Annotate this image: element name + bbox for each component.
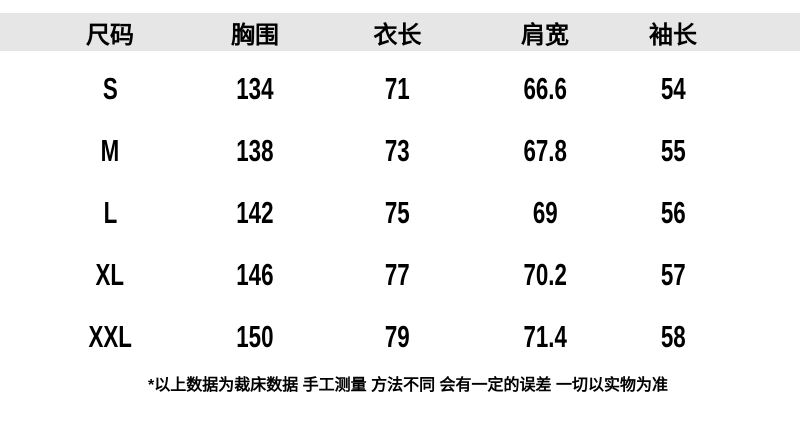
shoulder-value: 67.8 (523, 133, 567, 168)
size-value: L (103, 195, 117, 230)
header-cell-size: 尺码 (86, 21, 134, 49)
shoulder-value: 70.2 (523, 257, 567, 292)
size-value: XL (95, 257, 125, 292)
length-value: 71 (385, 71, 410, 106)
cell-sleeve: 56 (622, 182, 724, 244)
cell-shoulder: 70.2 (468, 244, 622, 306)
length-value: 75 (385, 195, 410, 230)
table-row-l: L 142 75 69 56 (37, 182, 724, 244)
cell-length: 73 (327, 120, 468, 182)
size-value: S (102, 71, 118, 106)
cell-chest: 142 (183, 182, 327, 244)
shoulder-value: 66.6 (523, 71, 567, 106)
cell-length: 75 (327, 182, 468, 244)
shoulder-value: 69 (532, 195, 558, 230)
length-value: 73 (385, 133, 410, 168)
cell-chest: 150 (183, 306, 327, 368)
cell-shoulder: 66.6 (468, 51, 622, 120)
cell-chest: 146 (183, 244, 327, 306)
size-value: M (100, 133, 120, 168)
cell-chest: 134 (183, 51, 327, 120)
measurement-disclaimer: *以上数据为裁床数据 手工测量 方法不同 会有一定的误差 一切以实物为准 (147, 377, 668, 394)
cell-shoulder: 71.4 (468, 306, 622, 368)
cell-size: XXL (37, 306, 183, 368)
table-row-m: M 138 73 67.8 55 (37, 120, 724, 182)
chest-value: 146 (236, 257, 274, 292)
cell-size: M (37, 120, 183, 182)
cell-chest: 138 (183, 120, 327, 182)
cell-sleeve: 54 (622, 51, 724, 120)
cell-size: S (37, 51, 183, 120)
chest-value: 142 (236, 195, 274, 230)
table-header-band (0, 13, 800, 51)
table-row-s: S 134 71 66.6 54 (37, 51, 724, 120)
chest-value: 138 (236, 133, 274, 168)
table-row-xxl: XXL 150 79 71.4 58 (37, 306, 724, 368)
header-cell-shoulder: 肩宽 (521, 21, 569, 49)
cell-sleeve: 57 (622, 244, 724, 306)
shoulder-value: 71.4 (523, 319, 567, 354)
header-cell-sleeve: 袖长 (649, 21, 697, 49)
chest-value: 134 (236, 71, 274, 106)
sleeve-value: 54 (660, 71, 686, 106)
table-header-row: 尺码 胸围 衣长 肩宽 袖长 (37, 13, 724, 51)
cell-length: 71 (327, 51, 468, 120)
sleeve-value: 58 (660, 319, 686, 354)
length-value: 77 (385, 257, 410, 292)
size-table: 尺码 胸围 衣长 肩宽 袖长 S 134 71 66.6 54 M 138 73… (37, 13, 724, 368)
sleeve-value: 57 (660, 257, 686, 292)
length-value: 79 (385, 319, 410, 354)
cell-length: 77 (327, 244, 468, 306)
cell-length: 79 (327, 306, 468, 368)
cell-sleeve: 58 (622, 306, 724, 368)
chest-value: 150 (236, 319, 274, 354)
size-value: XXL (88, 319, 132, 354)
sleeve-value: 56 (660, 195, 686, 230)
table-row-xl: XL 146 77 70.2 57 (37, 244, 724, 306)
header-cell-chest: 胸围 (231, 21, 279, 49)
cell-shoulder: 69 (468, 182, 622, 244)
cell-size: XL (37, 244, 183, 306)
header-cell-length: 衣长 (373, 21, 422, 49)
cell-size: L (37, 182, 183, 244)
cell-shoulder: 67.8 (468, 120, 622, 182)
cell-sleeve: 55 (622, 120, 724, 182)
sleeve-value: 55 (660, 133, 686, 168)
